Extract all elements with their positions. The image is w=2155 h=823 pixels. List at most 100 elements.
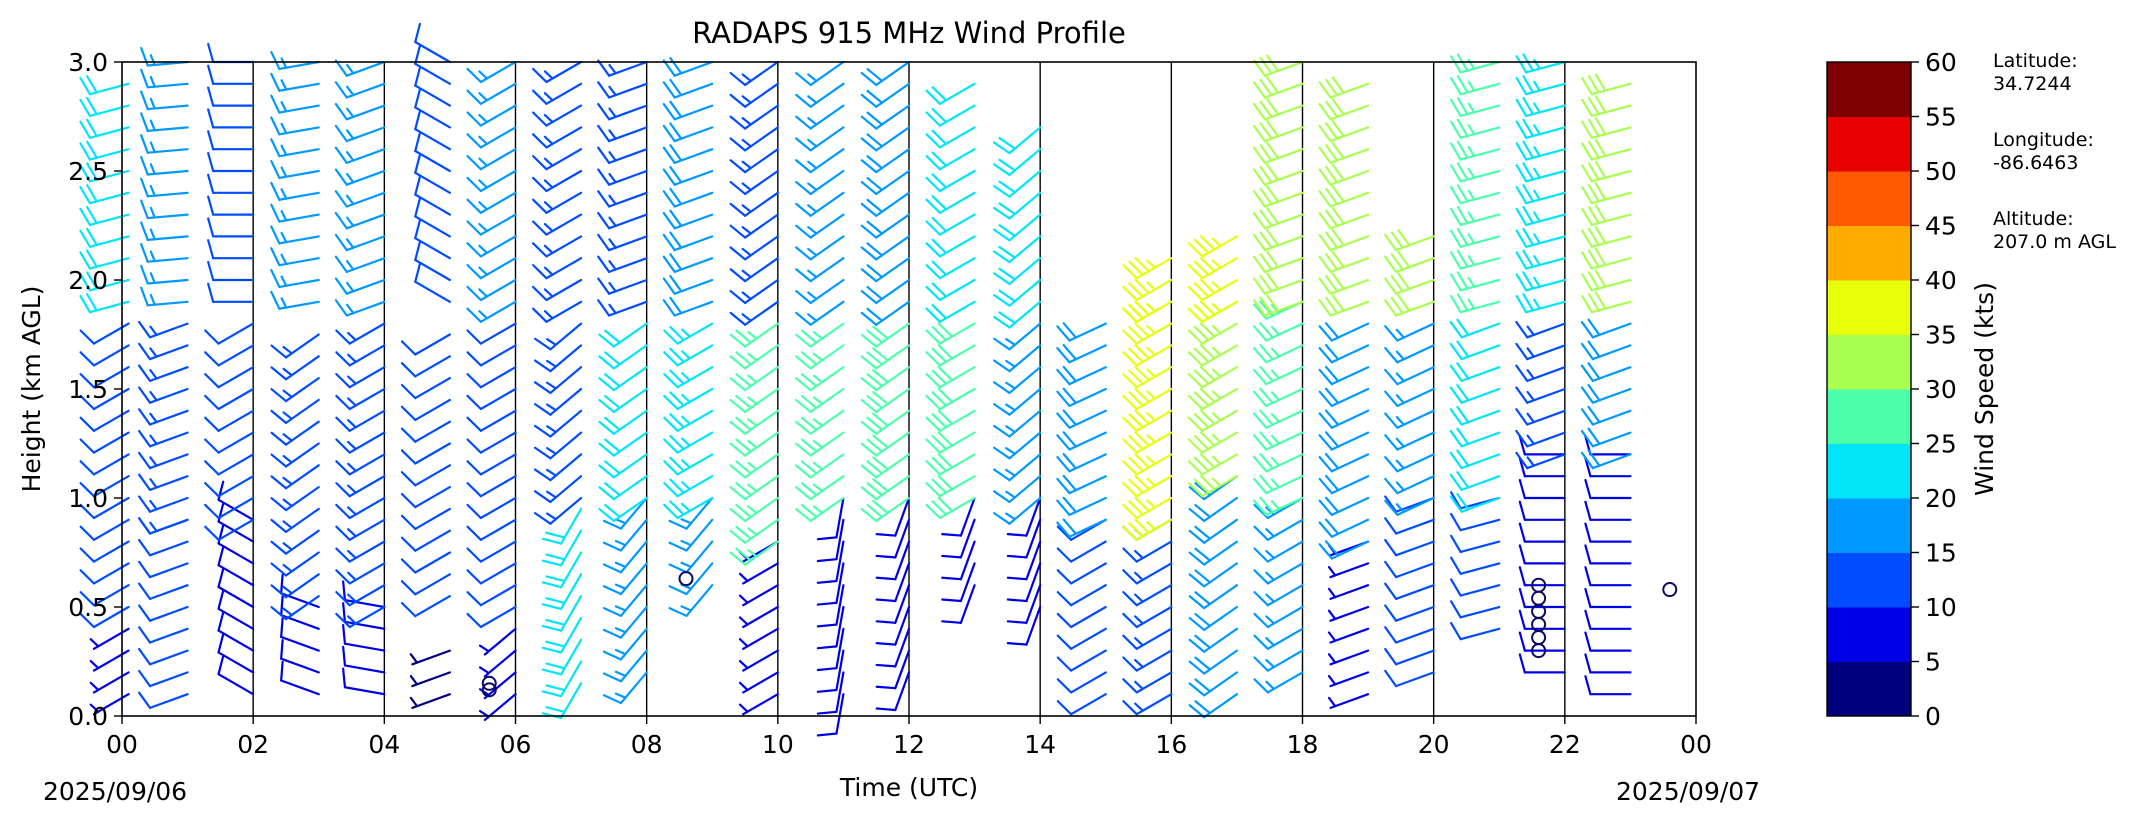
barb-feather xyxy=(1518,522,1526,543)
wind-barb xyxy=(1449,427,1501,448)
barb-feather xyxy=(466,416,482,432)
barb-feather xyxy=(1450,142,1462,161)
barb-feather xyxy=(931,347,948,363)
barb-half-feather xyxy=(478,244,489,254)
barb-feather xyxy=(866,503,884,519)
barb-half-feather xyxy=(1265,658,1276,669)
wind-barb xyxy=(597,190,648,208)
wind-barb xyxy=(795,235,845,261)
barb-feather xyxy=(335,525,351,541)
barb-staff xyxy=(414,355,452,378)
barb-staff xyxy=(414,84,452,107)
barb-staff xyxy=(1025,518,1042,559)
barb-feather xyxy=(400,405,417,421)
barb-feather xyxy=(729,333,747,348)
barb-feather xyxy=(466,373,482,389)
wind-barb xyxy=(1450,227,1501,248)
barb-staff xyxy=(894,649,911,690)
barb-feather xyxy=(1384,347,1399,364)
wind-barb xyxy=(207,64,255,85)
wind-barb xyxy=(1122,278,1173,302)
barb-staff xyxy=(148,584,189,600)
wind-barb xyxy=(1252,119,1304,143)
barb-feather xyxy=(1062,387,1077,405)
wind-barb xyxy=(1384,387,1435,408)
wind-barb xyxy=(1318,322,1370,342)
wind-barb xyxy=(532,235,583,258)
barb-staff xyxy=(414,149,452,173)
y-tick-label: 2.5 xyxy=(68,157,108,186)
barb-feather xyxy=(414,197,422,218)
wind-barb xyxy=(466,453,517,476)
wind-barb xyxy=(1384,626,1435,644)
barb-feather xyxy=(602,672,623,683)
wind-barb xyxy=(1584,566,1632,587)
barb-feather xyxy=(270,475,288,490)
barb-feather xyxy=(1324,365,1340,383)
wind-barb xyxy=(1515,364,1566,382)
barb-half-feather xyxy=(1265,571,1276,582)
barb-feather xyxy=(1252,211,1267,230)
barb-half-feather xyxy=(807,117,818,126)
barb-feather xyxy=(541,624,563,632)
barb-feather xyxy=(860,398,878,414)
barb-feather xyxy=(1456,184,1469,203)
barb-feather xyxy=(140,90,149,111)
barb-half-feather xyxy=(608,151,617,162)
wind-barb xyxy=(738,562,779,585)
wind-barb xyxy=(1187,257,1239,280)
barb-feather xyxy=(140,286,149,307)
wind-barb xyxy=(598,344,648,370)
barb-feather xyxy=(602,694,623,705)
barb-half-feather xyxy=(812,331,824,340)
barb-feather xyxy=(1062,453,1077,470)
barb-feather xyxy=(270,409,288,424)
wind-barb xyxy=(400,333,452,356)
barb-feather xyxy=(1122,329,1138,345)
wind-barb xyxy=(738,671,779,694)
barb-staff xyxy=(217,453,255,476)
barb-feather xyxy=(414,219,422,240)
barb-staff xyxy=(1025,605,1042,646)
wind-barb xyxy=(138,647,189,666)
wind-barb xyxy=(1581,182,1632,205)
wind-barb xyxy=(1253,322,1304,342)
barb-half-feather xyxy=(546,359,557,368)
barb-feather xyxy=(1193,391,1210,407)
barb-half-feather xyxy=(608,260,617,271)
barb-staff xyxy=(148,540,189,557)
barb-feather xyxy=(668,541,688,552)
wind-barb xyxy=(270,377,320,403)
wind-barb xyxy=(1318,207,1370,230)
barb-feather xyxy=(1397,294,1411,312)
barb-half-feather xyxy=(149,478,158,489)
colorbar-band xyxy=(1827,552,1911,608)
barb-feather xyxy=(1193,238,1210,254)
wind-barb xyxy=(662,144,714,164)
wind-barb xyxy=(1253,518,1304,541)
barb-staff xyxy=(343,620,386,630)
barb-feather xyxy=(1584,653,1592,674)
barb-feather xyxy=(79,394,96,411)
barb-half-feather xyxy=(280,188,288,200)
barb-half-feather xyxy=(478,201,489,211)
barb-half-feather xyxy=(807,95,818,104)
barb-feather xyxy=(1056,347,1071,364)
barb-half-feather xyxy=(747,331,758,340)
barb-feather xyxy=(400,558,417,574)
barb-feather xyxy=(1522,205,1535,225)
wind-barb xyxy=(409,693,452,709)
barb-feather xyxy=(1122,373,1138,389)
barb-half-feather xyxy=(1005,359,1016,368)
wind-barb xyxy=(1327,693,1370,709)
wind-barb xyxy=(400,355,452,378)
barb-staff xyxy=(414,442,452,465)
barb-feather xyxy=(207,217,215,238)
x-tick-label: 10 xyxy=(762,730,794,759)
barb-feather xyxy=(79,438,96,454)
wind-barb xyxy=(1056,431,1107,451)
barb-feather xyxy=(1587,405,1601,424)
wind-barb xyxy=(1580,340,1632,361)
barb-half-feather xyxy=(149,325,158,336)
wind-barb xyxy=(729,235,779,261)
